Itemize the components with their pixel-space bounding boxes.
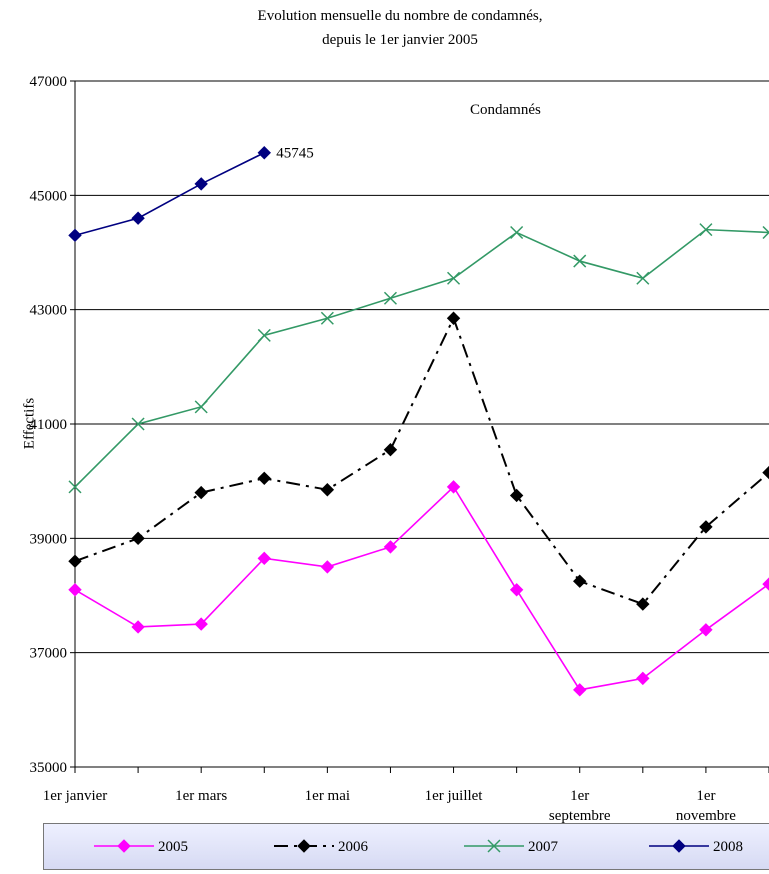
- series-2008-data-label: 45745: [276, 146, 314, 162]
- series-2007-point: [699, 223, 713, 237]
- series-2005-point: [68, 583, 82, 597]
- series-2008-point: [68, 228, 82, 243]
- series-2005-point: [383, 540, 398, 554]
- legend-label-2005: 2005: [158, 839, 188, 855]
- series-2006-point: [509, 488, 524, 503]
- series-2006-point: [131, 531, 145, 546]
- x-tick-label: 1er janvier: [43, 788, 108, 804]
- legend-label-2006: 2006: [338, 839, 369, 855]
- series-2006-point: [194, 485, 208, 500]
- x-tick-label: 1er mai: [305, 788, 350, 804]
- series-2007-line: [74, 228, 769, 488]
- series-2007-point: [510, 225, 524, 240]
- legend-label-2007: 2007: [528, 839, 559, 855]
- series-2008-point: [131, 211, 145, 225]
- series-2005-point: [446, 480, 461, 494]
- y-tick-label: 45000: [30, 188, 68, 204]
- chart-title-line-1: Evolution mensuelle du nombre de condamn…: [257, 8, 543, 24]
- series-2005-point: [257, 551, 271, 566]
- series-2005-point: [131, 620, 145, 634]
- series-2008-point: [257, 146, 271, 160]
- y-axis-label: Effectifs: [21, 397, 38, 450]
- legend-marker-2008: [672, 839, 686, 853]
- series-2006-point: [699, 520, 713, 534]
- x-tick-label: 1er novembre: [676, 788, 736, 824]
- series-2005-point: [636, 671, 650, 686]
- series-2007-point: [68, 480, 82, 494]
- chart-annotation: Condamnés: [470, 102, 541, 118]
- x-tick-label: 1er mars: [175, 788, 227, 804]
- series-2006-line: [74, 315, 769, 606]
- series-2005-point: [509, 583, 524, 597]
- series-2007-point: [762, 225, 769, 240]
- series-2007-point: [257, 328, 271, 342]
- chart-title-line-2: depuis le 1er janvier 2005: [322, 32, 478, 48]
- series-2005-point: [762, 577, 769, 591]
- series-2007-point: [131, 417, 145, 431]
- series-2005-point: [699, 623, 713, 637]
- series-2006-point: [446, 311, 461, 325]
- series-2008-point: [194, 177, 208, 191]
- series-2006-point: [68, 554, 82, 568]
- series-2006-point: [762, 465, 769, 480]
- series-2006-point: [257, 471, 271, 486]
- series-2005-point: [320, 560, 335, 574]
- y-tick-label: 39000: [30, 531, 68, 547]
- series-2005-point: [573, 683, 587, 697]
- legend: 2005 2006 2007 2008: [43, 823, 769, 870]
- series-2005-line: [74, 485, 769, 691]
- series-2007-point: [447, 271, 461, 285]
- series-2006-point: [383, 443, 398, 457]
- series-2007-point: [636, 271, 650, 285]
- y-tick-label: 47000: [30, 74, 68, 90]
- legend-marker-2006: [297, 839, 311, 853]
- series-2007-point: [383, 291, 397, 305]
- y-tick-label: 43000: [30, 303, 68, 319]
- series-2008-line: [74, 152, 265, 237]
- series-2005-point: [194, 617, 208, 631]
- legend-marker-2007: [487, 839, 501, 853]
- x-tick-label: 1er septembre: [549, 788, 611, 824]
- x-tick-label: 1er juillet: [425, 788, 484, 804]
- y-tick-label: 37000: [30, 646, 68, 662]
- legend-label-2008: 2008: [713, 839, 743, 855]
- series-2006-point: [636, 597, 650, 611]
- y-tick-label: 35000: [30, 760, 68, 776]
- legend-marker-2005: [117, 839, 131, 853]
- series-2007-point: [320, 311, 334, 325]
- y-tick-label: 41000: [30, 417, 68, 433]
- series-2006-point: [320, 483, 335, 497]
- series-2007-point: [573, 254, 587, 268]
- series-2007-point: [194, 400, 208, 414]
- series-2006-point: [573, 574, 587, 588]
